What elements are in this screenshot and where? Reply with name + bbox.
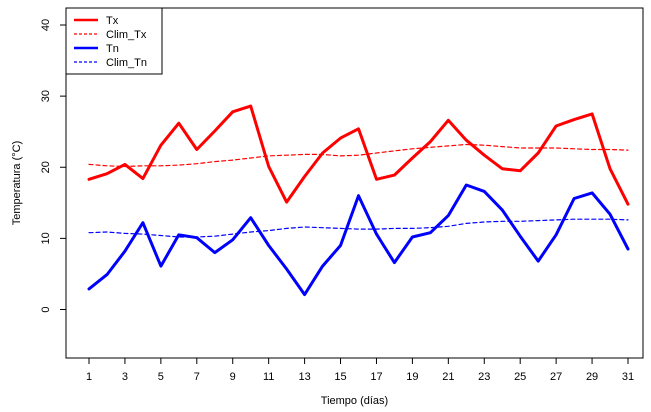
y-tick-label: 0 — [40, 306, 52, 312]
x-tick-label: 27 — [550, 371, 562, 383]
series-line-clim-tn — [88, 218, 629, 238]
x-tick-label: 23 — [478, 371, 490, 383]
legend-label: Tx — [106, 15, 119, 27]
x-tick-label: 31 — [622, 371, 634, 383]
y-tick-label: 10 — [40, 232, 52, 244]
legend-label: Clim_Tn — [106, 57, 147, 69]
x-tick-label: 17 — [370, 371, 382, 383]
x-tick-label: 25 — [514, 371, 526, 383]
x-tick-label: 29 — [586, 371, 598, 383]
y-tick-label: 40 — [40, 19, 52, 31]
legend-label: Clim_Tx — [106, 29, 147, 41]
x-tick-label: 15 — [334, 371, 346, 383]
x-tick-label: 19 — [406, 371, 418, 383]
x-tick-label: 1 — [86, 371, 92, 383]
series-line-tn — [87, 183, 630, 297]
x-tick-label: 7 — [194, 371, 200, 383]
x-tick-label: 5 — [158, 371, 164, 383]
x-tick-label: 9 — [230, 371, 236, 383]
series-line-tx — [87, 104, 630, 206]
x-tick-label: 13 — [298, 371, 310, 383]
x-tick-label: 11 — [263, 371, 274, 383]
x-tick-label: 3 — [122, 371, 128, 383]
y-tick-label: 30 — [40, 90, 52, 102]
y-axis-label: Temperatura (°C) — [11, 141, 23, 225]
x-tick-label: 21 — [442, 371, 454, 383]
plot-frame — [65, 7, 644, 359]
legend-label: Tn — [106, 43, 119, 55]
series-line-clim-tx — [88, 143, 629, 168]
y-tick-label: 20 — [40, 161, 52, 173]
x-axis-label: Tiempo (días) — [321, 395, 388, 407]
